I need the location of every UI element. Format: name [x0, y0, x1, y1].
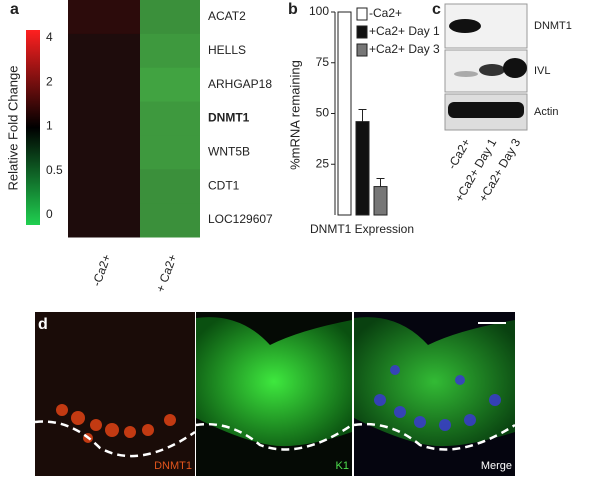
heatmap-cell: [68, 135, 140, 170]
y-tick-label: 100: [309, 4, 329, 18]
row-label: ACAT2: [208, 9, 246, 23]
colorbar-tick-label: 0.5: [46, 163, 63, 177]
y-tick-label: 75: [316, 55, 330, 69]
bar: [337, 11, 352, 216]
protein-label: Actin: [534, 106, 558, 118]
bar: [355, 121, 370, 216]
legend-swatch: [356, 7, 368, 21]
y-tick-label: 50: [316, 106, 330, 120]
y-axis-label: %mRNA remaining: [287, 60, 302, 170]
colorbar-label: Relative Fold Change: [5, 65, 20, 190]
heatmap-cell: [140, 0, 200, 35]
heatmap-cell: [140, 203, 200, 238]
heatmap-cell: [68, 203, 140, 238]
basement-membrane: [34, 420, 516, 458]
heatmap-cell: [68, 67, 140, 103]
blot-band: [503, 58, 527, 78]
legend-label: -Ca2+: [369, 6, 402, 20]
bar: [373, 186, 388, 216]
error-bar: [376, 177, 385, 187]
blot-band: [449, 19, 481, 33]
legend-label: +Ca2+ Day 1: [369, 24, 440, 38]
heatmap-cell: [68, 0, 140, 35]
micrograph-panel: [35, 312, 195, 476]
heatmap-cell: [68, 169, 140, 204]
k1-stain: [354, 317, 515, 447]
row-label: ARHGAP18: [208, 77, 272, 91]
heatmap-cell: [140, 169, 200, 204]
colorbar: [26, 30, 40, 225]
blot-band: [479, 64, 505, 76]
channel-label: DNMT1: [154, 460, 192, 472]
row-label: CDT1: [208, 178, 240, 192]
column-label: -Ca2+: [89, 252, 113, 288]
row-label: LOC129607: [208, 212, 273, 226]
heatmap-cell: [140, 101, 200, 136]
nuclei: [56, 404, 176, 443]
heatmap-cell: [140, 67, 200, 103]
column-label: + Ca2+: [153, 252, 180, 294]
heatmap-cell: [68, 33, 140, 69]
row-label: HELLS: [208, 43, 246, 57]
panel-letter: d: [38, 316, 48, 333]
row-label: DNMT1: [208, 111, 250, 125]
blot-band: [448, 102, 524, 118]
channel-label: K1: [336, 460, 349, 472]
error-bar: [358, 108, 367, 122]
colorbar-tick-label: 0: [46, 207, 53, 221]
blot-band: [454, 71, 478, 77]
k1-stain: [196, 317, 352, 447]
legend-swatch: [356, 25, 368, 39]
colorbar-tick-label: 2: [46, 74, 53, 88]
colorbar-tick-label: 4: [46, 30, 53, 44]
legend-label: +Ca2+ Day 3: [369, 42, 440, 56]
protein-label: IVL: [534, 65, 551, 77]
panel-letter: a: [10, 1, 19, 18]
panel-letter: c: [432, 1, 441, 18]
heatmap-cell: [140, 33, 200, 69]
heatmap-cell: [140, 135, 200, 170]
row-label: WNT5B: [208, 145, 250, 159]
y-tick-label: 25: [316, 156, 330, 170]
panel-letter: b: [288, 1, 298, 18]
channel-label: Merge: [481, 460, 512, 472]
legend-swatch: [356, 43, 368, 57]
x-tick-label: DNMT1 Expression: [310, 222, 414, 236]
protein-label: DNMT1: [534, 20, 572, 32]
nuclei: [374, 365, 501, 431]
colorbar-tick-label: 1: [46, 119, 53, 133]
heatmap-cell: [68, 101, 140, 136]
